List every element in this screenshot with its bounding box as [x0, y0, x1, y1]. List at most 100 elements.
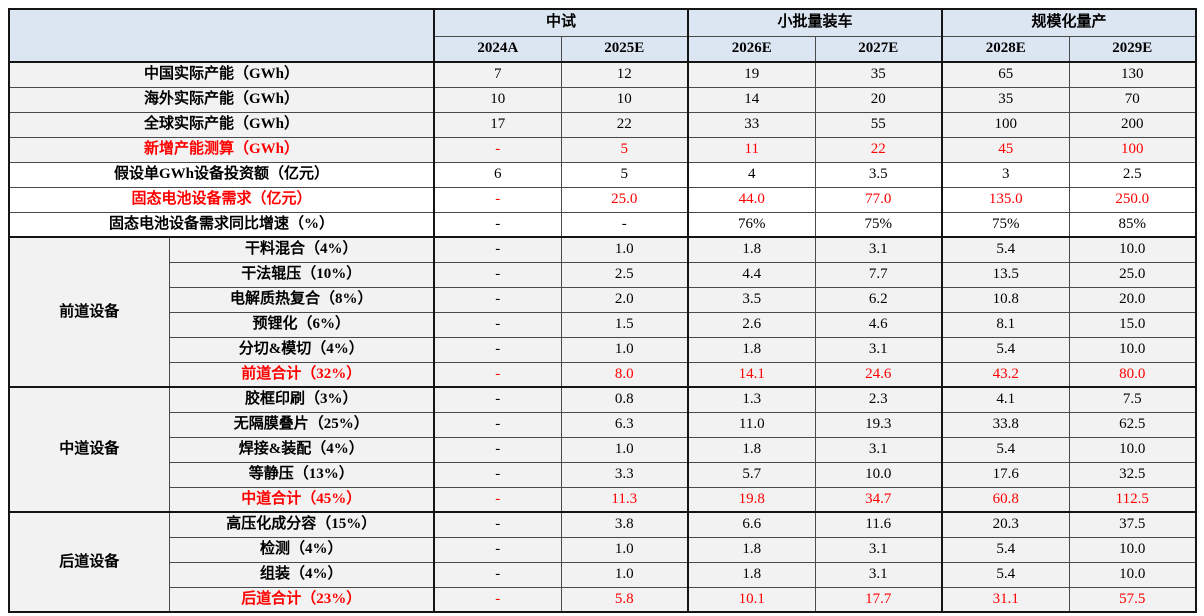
row-label: 检测（4%） — [168, 536, 435, 563]
year-header-2024a: 2024A — [433, 35, 562, 63]
value-cell: 31.1 — [941, 586, 1070, 613]
table-body: 中国实际产能（GWh） 7 12 19 35 65 130 海外实际产能（GWh） 10 10 14… — [8, 61, 1197, 613]
table-row: 新增产能测算（GWh） -5 11 22 45 100 — [8, 136, 1197, 163]
year-header-2027e: 2027E — [814, 35, 943, 63]
row-label: 无隔膜叠片（25%） — [168, 411, 435, 438]
value-cell: 3.5 — [814, 161, 943, 188]
value-cell: 10.0 — [1068, 561, 1197, 588]
row-label: 高压化成分容（15%） — [168, 511, 435, 538]
value-cell: 3.8 — [560, 511, 689, 538]
value-cell: 6 — [433, 161, 562, 188]
table-row: 焊接&装配（4%） -1.0 1.8 3.1 5.4 10.0 — [9, 436, 1197, 463]
section-group-label: 中道设备 — [8, 386, 170, 513]
value-cell: 12 — [560, 61, 689, 88]
value-cell: 11.6 — [814, 511, 943, 538]
value-cell: - — [433, 386, 562, 413]
value-cell: 5.4 — [941, 236, 1070, 263]
value-cell: 8.1 — [941, 311, 1070, 338]
value-cell: 19.8 — [687, 486, 816, 513]
value-cell: 85% — [1068, 211, 1197, 238]
phase-header-small-batch: 小批量装车 — [687, 8, 943, 37]
value-cell: 55 — [814, 111, 943, 138]
value-cell: 25.0 — [1068, 261, 1197, 288]
row-label: 前道合计（32%） — [168, 361, 435, 388]
value-cell: 6.6 — [687, 511, 816, 538]
value-cell: 5.7 — [687, 461, 816, 488]
value-cell: - — [433, 311, 562, 338]
value-cell: 2.6 — [687, 311, 816, 338]
table-row: 固态电池设备需求（亿元） -25.0 44.0 77.0 135.0 250.0 — [8, 186, 1197, 213]
value-cell: 2.5 — [1068, 161, 1197, 188]
section-group-label: 前道设备 — [8, 236, 170, 388]
value-cell: 3.5 — [687, 286, 816, 313]
value-cell: - — [433, 211, 562, 238]
value-cell: 24.6 — [814, 361, 943, 388]
value-cell: 2.0 — [560, 286, 689, 313]
value-cell: 1.5 — [560, 311, 689, 338]
value-cell: 6.2 — [814, 286, 943, 313]
header-phase-row: 中试 小批量装车 规模化量产 — [8, 8, 1197, 63]
table-row: 无隔膜叠片（25%） -6.3 11.0 19.3 33.8 62.5 — [9, 411, 1197, 438]
value-cell: 34.7 — [814, 486, 943, 513]
value-cell: - — [433, 536, 562, 563]
value-cell: 22 — [560, 111, 689, 138]
value-cell: 7.5 — [1068, 386, 1197, 413]
value-cell: 4.6 — [814, 311, 943, 338]
value-cell: 20 — [814, 86, 943, 113]
value-cell: 80.0 — [1068, 361, 1197, 388]
value-cell: 17 — [433, 111, 562, 138]
value-cell: - — [433, 186, 562, 213]
table-row: 固态电池设备需求同比增速（%） - -76% 75% 75% 85% — [8, 211, 1197, 238]
value-cell: - — [433, 336, 562, 363]
value-cell: 15.0 — [1068, 311, 1197, 338]
value-cell: - — [433, 511, 562, 538]
value-cell: - — [433, 261, 562, 288]
value-cell: - — [433, 236, 562, 263]
value-cell: 10.0 — [1068, 536, 1197, 563]
value-cell: 1.8 — [687, 336, 816, 363]
solid-state-battery-equipment-table: 中试 小批量装车 规模化量产 2024A 2025E 2026E 2027E 2… — [8, 8, 1197, 613]
row-label: 中道合计（45%） — [168, 486, 435, 513]
value-cell: 3.1 — [814, 436, 943, 463]
value-cell: - — [433, 436, 562, 463]
value-cell: 19.3 — [814, 411, 943, 438]
year-header-2026e: 2026E — [687, 35, 816, 63]
table-row: 中道合计（45%） -11.3 19.8 34.7 60.8 112.5 — [9, 486, 1197, 513]
year-header-2028e: 2028E — [941, 35, 1070, 63]
value-cell: - — [433, 361, 562, 388]
phase-header-pilot: 中试 — [433, 8, 689, 37]
table-header: 中试 小批量装车 规模化量产 2024A 2025E 2026E 2027E 2… — [8, 8, 1197, 63]
value-cell: 75% — [814, 211, 943, 238]
table-row: 分切&模切（4%） -1.0 1.8 3.1 5.4 10.0 — [9, 336, 1197, 363]
row-label: 分切&模切（4%） — [168, 336, 435, 363]
value-cell: 44.0 — [687, 186, 816, 213]
value-cell: 8.0 — [560, 361, 689, 388]
table-row: 全球实际产能（GWh） 17 22 33 55 100 200 — [8, 111, 1197, 138]
table-row: 海外实际产能（GWh） 10 10 14 20 35 70 — [8, 86, 1197, 113]
value-cell: - — [560, 211, 689, 238]
table-row: 假设单GWh设备投资额（亿元） 6 5 4 3.5 3 2.5 — [8, 161, 1197, 188]
value-cell: - — [433, 136, 562, 163]
value-cell: 130 — [1068, 61, 1197, 88]
value-cell: 1.8 — [687, 561, 816, 588]
row-label: 预锂化（6%） — [168, 311, 435, 338]
value-cell: 10.0 — [1068, 236, 1197, 263]
row-label: 固态电池设备需求同比增速（%） — [8, 211, 435, 238]
year-header-2025e: 2025E — [560, 35, 689, 63]
table-row: 前道合计（32%） -8.0 14.1 24.6 43.2 80.0 — [9, 361, 1197, 388]
value-cell: - — [433, 586, 562, 613]
year-header-2029e: 2029E — [1068, 35, 1197, 63]
value-cell: 3.3 — [560, 461, 689, 488]
row-label: 胶框印刷（3%） — [168, 386, 435, 413]
value-cell: 5.4 — [941, 561, 1070, 588]
table-row: 中国实际产能（GWh） 7 12 19 35 65 130 — [8, 61, 1197, 88]
row-label: 干法辊压（10%） — [168, 261, 435, 288]
value-cell: 5.4 — [941, 336, 1070, 363]
value-cell: 7 — [433, 61, 562, 88]
value-cell: 32.5 — [1068, 461, 1197, 488]
table-row: 前道设备 干料混合（4%） -1.0 1.8 3.1 5.4 10.0 — [8, 236, 1197, 388]
row-label: 全球实际产能（GWh） — [8, 111, 435, 138]
value-cell: 3.1 — [814, 336, 943, 363]
row-label: 新增产能测算（GWh） — [8, 136, 435, 163]
row-label: 海外实际产能（GWh） — [8, 86, 435, 113]
